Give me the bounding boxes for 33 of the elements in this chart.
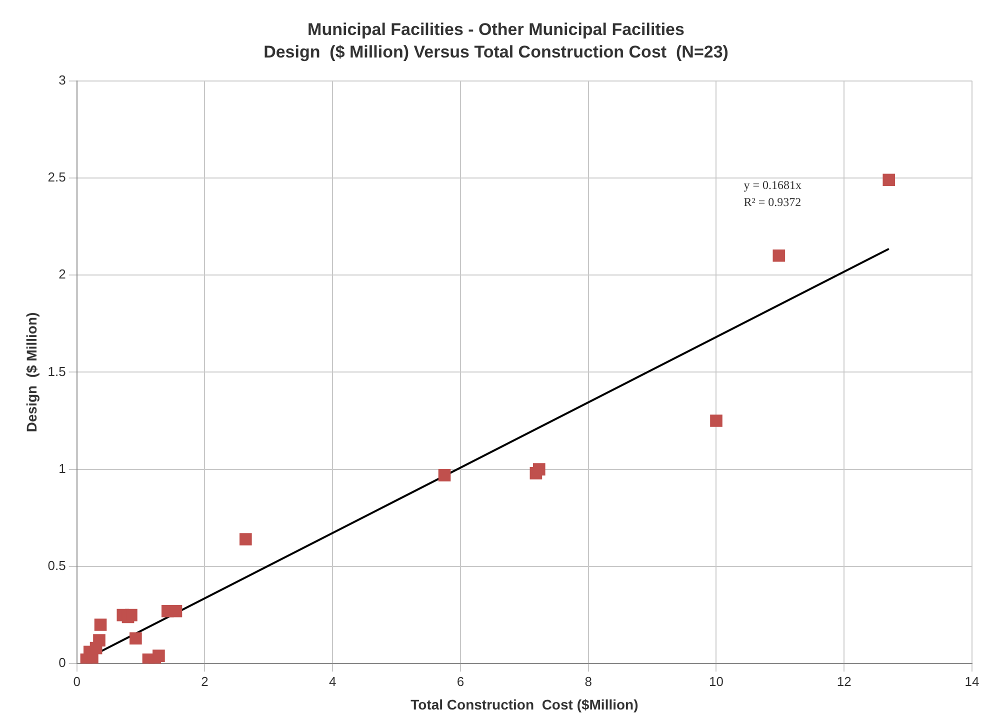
y-tick-label: 1.5 — [48, 364, 66, 379]
point — [772, 249, 786, 262]
y-tick-label: 0 — [58, 655, 66, 670]
point — [438, 469, 451, 482]
point — [710, 414, 722, 427]
y-tick-label: 3 — [58, 72, 66, 88]
x-tick-label: 4 — [329, 674, 336, 689]
point — [240, 533, 252, 546]
x-tick-label: 2 — [201, 674, 208, 689]
x-tick-label: 8 — [584, 674, 592, 689]
y-axis-title: Design ($ Million) — [23, 312, 40, 432]
point — [532, 463, 546, 476]
chart-subtitle: Design ($ Million) Versus Total Construction Cost (N=23) — [264, 42, 728, 62]
annotation: R² = 0.9372 — [744, 194, 802, 209]
y-tick-label: 0.5 — [48, 558, 66, 574]
x-axis-title: Total Construction Cost ($Million) — [410, 696, 638, 712]
chart-title: Municipal Facilities - Other Municipal Facilities — [308, 20, 684, 39]
x-tick-label: 0 — [73, 674, 80, 689]
annotation: y = 0.1681x — [744, 178, 802, 192]
y-tick-label: 2.5 — [48, 170, 66, 185]
point — [94, 618, 107, 631]
point — [93, 634, 106, 646]
point — [882, 174, 896, 186]
y-tick-label: 1 — [58, 460, 66, 476]
x-tick-label: 6 — [456, 674, 464, 689]
x-tick-label: 10 — [709, 674, 724, 689]
x-tick-label: 12 — [836, 674, 852, 689]
point — [130, 632, 142, 644]
point — [125, 608, 138, 622]
y-tick-label: 2 — [58, 266, 66, 282]
x-tick-label: 14 — [964, 674, 980, 689]
point — [152, 650, 165, 662]
point — [170, 604, 182, 618]
